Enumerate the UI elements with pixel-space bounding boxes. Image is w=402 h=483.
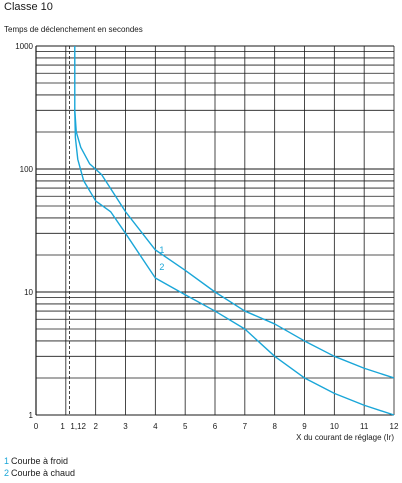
x-tick-label: 4 [153,422,158,431]
x-tick-label: 7 [243,422,248,431]
y-axis-label: Temps de déclenchement en secondes [4,25,143,34]
x-axis-label: X du courant de réglage (Ir) [296,433,394,442]
x-tick-label: 1,12 [70,422,86,431]
x-tick-label: 9 [302,422,307,431]
x-tick-label: 6 [213,422,218,431]
curve-label-1: 1 [159,245,164,255]
legend-text: Courbe à froid [11,456,69,466]
legend-number: 1 [4,456,10,466]
curve-label-2: 2 [159,262,164,272]
x-tick-label: 12 [390,422,399,431]
x-tick-label: 1 [60,422,65,431]
curve-1 [74,46,395,379]
legend-number: 2 [4,468,10,478]
y-tick-label: 1 [29,411,34,420]
x-tick-label: 0 [34,422,39,431]
x-tick-label: 11 [360,422,369,431]
y-tick-label: 100 [20,165,34,174]
x-tick-label: 2 [93,422,98,431]
x-tick-label: 5 [183,422,188,431]
legend-entry-hot: 2 Courbe à chaud [4,468,75,478]
grid [35,45,395,416]
page-title: Classe 10 [4,1,53,13]
y-tick-label: 1000 [15,42,33,51]
curve-2 [74,110,395,416]
curves: 12 [74,46,395,416]
x-tick-label: 3 [123,422,128,431]
x-tick-label: 10 [330,422,339,431]
x-tick-label: 8 [272,422,277,431]
y-tick-label: 10 [24,288,33,297]
legend-text: Courbe à chaud [11,468,76,478]
legend-entry-cold: 1 Courbe à froid [4,456,68,466]
